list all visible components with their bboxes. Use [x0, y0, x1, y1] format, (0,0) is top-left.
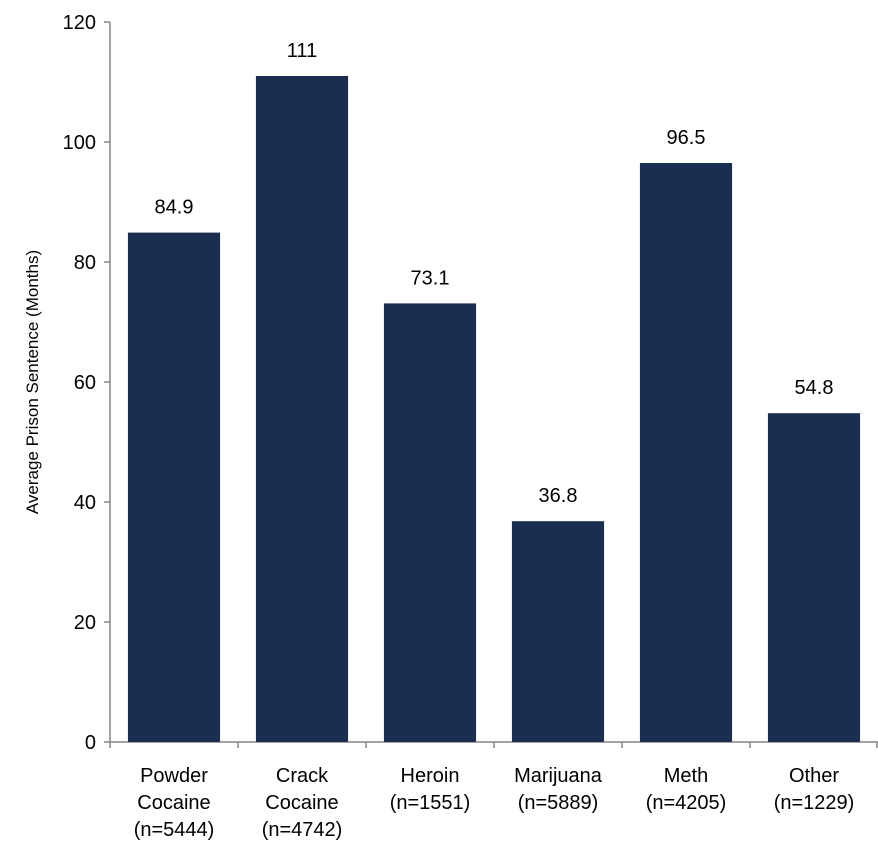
y-tick-label: 20	[74, 612, 96, 634]
category-label: Powder Cocaine (n=5444)	[134, 765, 215, 841]
y-tick-label: 120	[63, 12, 96, 34]
y-tick-label: 60	[74, 372, 96, 394]
category-label: Marijuana (n=5889)	[514, 765, 603, 814]
bar	[767, 413, 861, 742]
data-label: 84.9	[155, 197, 194, 219]
y-tick-label: 40	[74, 492, 96, 514]
category-label: Heroin (n=1551)	[390, 765, 471, 814]
y-axis-title: Average Prison Sentence (Months)	[23, 250, 42, 514]
y-tick-label: 0	[85, 732, 96, 754]
data-label: 111	[287, 40, 317, 62]
y-axis: 0 20 40 60 80 100 120	[63, 12, 111, 754]
y-tick-label: 80	[74, 252, 96, 274]
data-label: 36.8	[539, 485, 578, 507]
category-label: Meth (n=4205)	[646, 765, 727, 814]
bars	[127, 76, 861, 742]
data-label: 54.8	[795, 377, 834, 399]
bar	[127, 232, 221, 742]
bar	[255, 76, 349, 742]
bar	[383, 303, 477, 742]
x-axis	[109, 741, 878, 748]
bar	[511, 521, 605, 742]
category-labels: Powder Cocaine (n=5444) Crack Cocaine (n=4742…	[134, 765, 855, 841]
category-label: Crack Cocaine (n=4742)	[262, 765, 343, 841]
category-label: Other (n=1229)	[774, 765, 855, 814]
data-label: 73.1	[411, 267, 450, 289]
data-label: 96.5	[667, 127, 706, 149]
data-labels: 84.9 111 73.1 36.8 96.5 54.8	[155, 40, 834, 507]
y-tick-label: 100	[63, 132, 96, 154]
bar	[639, 163, 733, 742]
